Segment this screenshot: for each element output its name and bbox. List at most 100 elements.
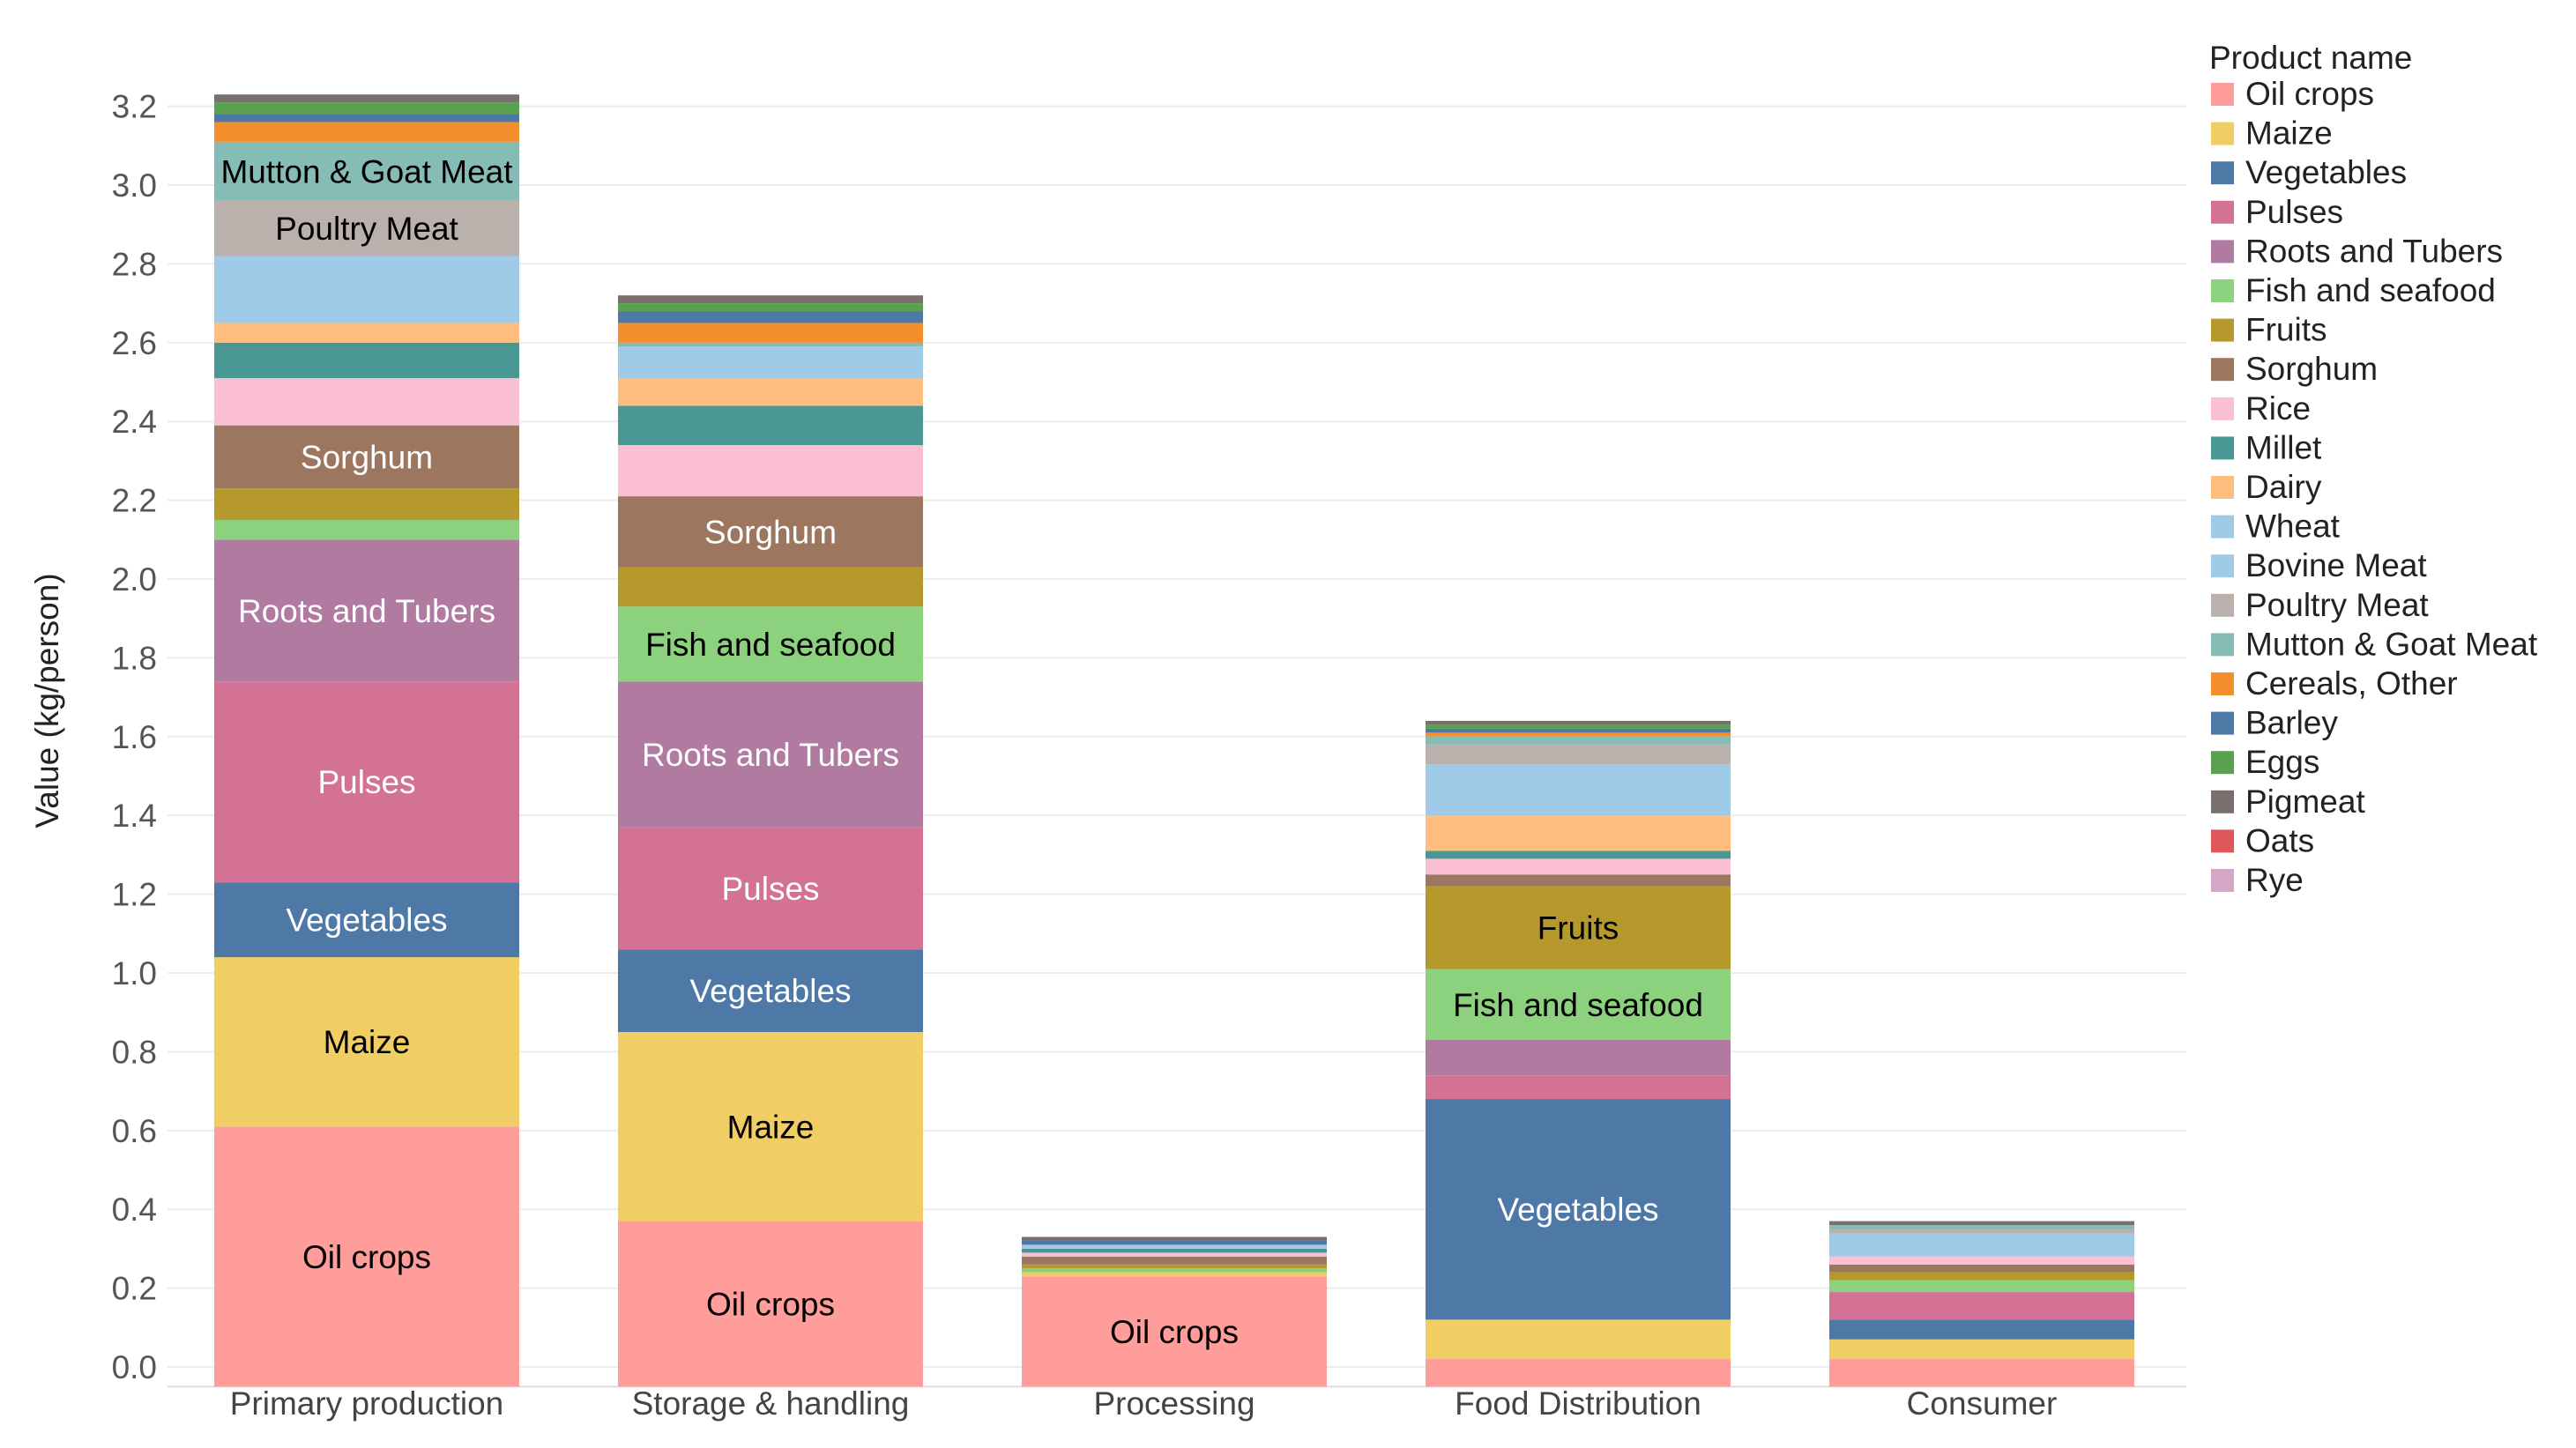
y-tick-label: 1.8 bbox=[112, 640, 157, 676]
bar-segment-bovine-meat bbox=[214, 256, 519, 323]
bar-segment-cereals-other bbox=[618, 323, 923, 343]
bar-segment-maize bbox=[618, 1032, 923, 1222]
legend-label: Vegetables bbox=[2245, 154, 2407, 190]
legend-label: Fruits bbox=[2245, 312, 2327, 348]
bar-segment-barley bbox=[1022, 1240, 1327, 1245]
segment-label: Pulses bbox=[317, 764, 415, 800]
y-tick-label: 2.6 bbox=[112, 325, 157, 361]
bar-segment-sorghum bbox=[1426, 874, 1731, 887]
bar-segment-sorghum bbox=[1829, 1264, 2134, 1273]
legend-title: Product name bbox=[2209, 40, 2412, 76]
y-tick-label: 0.4 bbox=[112, 1192, 157, 1228]
bar-segment-barley bbox=[618, 311, 923, 323]
legend-label: Roots and Tubers bbox=[2245, 233, 2503, 269]
bar-segment-pulses bbox=[1426, 1075, 1731, 1100]
y-tick-label: 2.8 bbox=[112, 246, 157, 282]
bar-segment-oil-crops bbox=[1829, 1359, 2134, 1387]
legend-swatch bbox=[2211, 869, 2234, 892]
bar-segment-rice bbox=[1022, 1252, 1327, 1257]
bar-segment-vegetables bbox=[1426, 1099, 1731, 1320]
bar-segment-maize bbox=[214, 957, 519, 1127]
bar-segment-maize bbox=[1426, 1319, 1731, 1360]
legend-swatch bbox=[2211, 711, 2234, 735]
legend-swatch bbox=[2211, 476, 2234, 499]
bar-segment-pigmeat bbox=[1829, 1221, 2134, 1226]
bar-segment-fish-and-seafood bbox=[1022, 1268, 1327, 1273]
legend-label: Oil crops bbox=[2245, 76, 2374, 112]
legend-label: Oats bbox=[2245, 822, 2314, 858]
segment-label: Roots and Tubers bbox=[238, 593, 495, 629]
segment-label: Oil crops bbox=[706, 1286, 835, 1322]
legend-swatch bbox=[2211, 358, 2234, 382]
x-category-label: Consumer bbox=[1907, 1385, 2058, 1422]
legend-label: Sorghum bbox=[2245, 351, 2378, 387]
bar-segment-dairy bbox=[214, 323, 519, 343]
segment-label: Fruits bbox=[1537, 910, 1619, 947]
y-tick-label: 1.2 bbox=[112, 877, 157, 913]
legend-label: Cereals, Other bbox=[2245, 665, 2458, 702]
bar-segment-fruits bbox=[214, 488, 519, 520]
legend-swatch bbox=[2211, 633, 2234, 657]
legend-swatch bbox=[2211, 397, 2234, 420]
bar-segment-fish-and-seafood bbox=[618, 606, 923, 682]
legend-label: Rice bbox=[2245, 390, 2311, 427]
bar-segment-bovine-meat bbox=[1022, 1244, 1327, 1249]
y-tick-label: 3.0 bbox=[112, 167, 157, 204]
segment-label: Sorghum bbox=[704, 514, 837, 550]
x-axis-categories: Primary production Storage & handling Proc… bbox=[230, 1385, 2058, 1422]
legend-label: Pigmeat bbox=[2245, 783, 2365, 820]
y-tick-label: 0.8 bbox=[112, 1034, 157, 1070]
legend-label: Fish and seafood bbox=[2245, 272, 2496, 308]
bar-segment-barley bbox=[214, 114, 519, 123]
bar-segment-rice bbox=[1829, 1256, 2134, 1265]
segment-label: Maize bbox=[727, 1109, 815, 1145]
bar-segment-sorghum bbox=[214, 425, 519, 489]
bar-segment-fish-and-seafood bbox=[1426, 969, 1731, 1040]
bar-segment-fruits bbox=[1426, 886, 1731, 969]
bar-segment-fruits bbox=[1022, 1264, 1327, 1269]
bar-segment-pulses bbox=[214, 681, 519, 883]
segment-label: Poultry Meat bbox=[275, 211, 458, 247]
legend-label: Wheat bbox=[2245, 509, 2341, 545]
x-category-label: Food Distribution bbox=[1455, 1385, 1701, 1422]
y-tick-label: 0.6 bbox=[112, 1113, 157, 1149]
legend-swatch bbox=[2211, 829, 2234, 853]
legend-label: Rye bbox=[2245, 862, 2304, 898]
legend-swatch bbox=[2211, 790, 2234, 813]
legend-swatch bbox=[2211, 593, 2234, 617]
y-tick-label: 1.4 bbox=[112, 798, 157, 834]
y-tick-label: 2.2 bbox=[112, 483, 157, 519]
segment-label: Sorghum bbox=[301, 439, 433, 475]
bar-segment-millet bbox=[214, 342, 519, 379]
bar-segment-maize bbox=[1829, 1339, 2134, 1360]
legend-label: Maize bbox=[2245, 115, 2333, 152]
segment-label: Fish and seafood bbox=[1453, 987, 1703, 1023]
legend-swatch bbox=[2211, 279, 2234, 302]
bar-segment-roots-and-tubers bbox=[1426, 1039, 1731, 1076]
bar-segment-oil-crops bbox=[618, 1221, 923, 1387]
legend-swatch bbox=[2211, 515, 2234, 538]
y-tick-label: 2.0 bbox=[112, 561, 157, 598]
bar-segment-vegetables bbox=[214, 882, 519, 958]
legend-swatch bbox=[2211, 554, 2234, 578]
bar-segment-rice bbox=[1426, 858, 1731, 875]
bar-segment-wheat bbox=[1829, 1233, 2134, 1257]
bar-segment-poultry-meat bbox=[1829, 1229, 2134, 1234]
x-category-label: Primary production bbox=[230, 1385, 504, 1422]
legend-label: Eggs bbox=[2245, 744, 2319, 780]
legend-swatch bbox=[2211, 83, 2234, 106]
segment-labels: Oil crops Maize Vegetables Pulses Roots and … bbox=[220, 153, 1702, 1349]
bar-segment-millet bbox=[618, 405, 923, 446]
segment-label: Oil crops bbox=[1110, 1314, 1239, 1350]
bar-segment-maize bbox=[1022, 1272, 1327, 1277]
segment-label: Roots and Tubers bbox=[642, 737, 899, 773]
legend-label: Millet bbox=[2245, 429, 2322, 465]
bars bbox=[214, 94, 2134, 1387]
bar-segment-millet bbox=[1426, 850, 1731, 859]
bar-segment-pulses bbox=[618, 827, 923, 950]
legend-label: Pulses bbox=[2245, 194, 2343, 230]
bar-segment-mutton-goat-meat bbox=[1426, 736, 1731, 745]
bar-segment-rice bbox=[618, 445, 923, 497]
segment-label: Fish and seafood bbox=[645, 627, 896, 663]
